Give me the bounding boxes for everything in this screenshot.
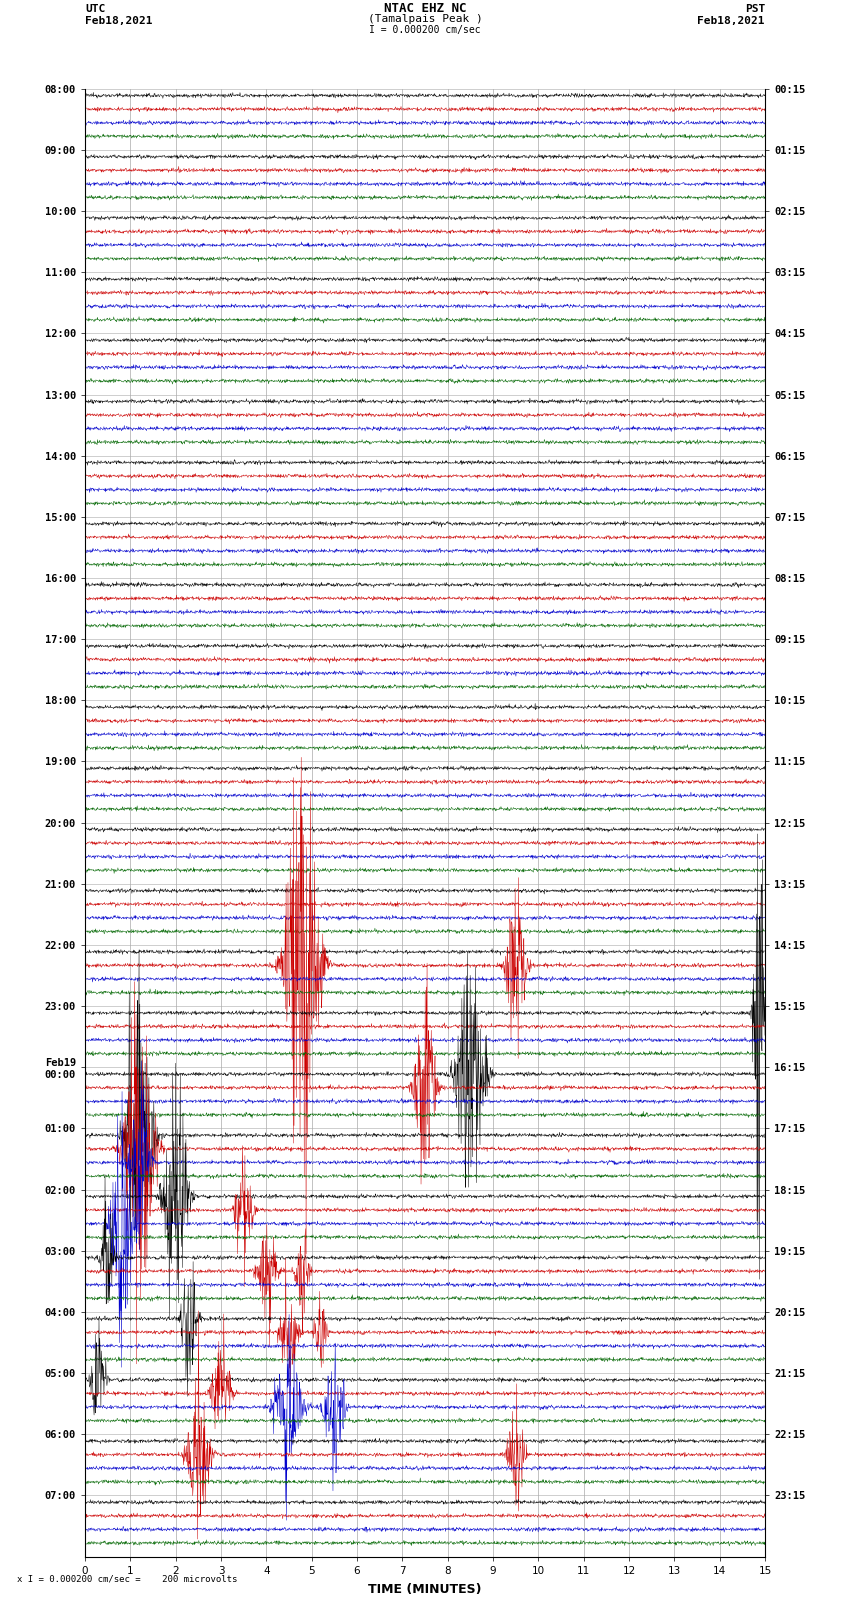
Text: NTAC EHZ NC: NTAC EHZ NC — [383, 3, 467, 16]
Text: I = 0.000200 cm/sec: I = 0.000200 cm/sec — [369, 24, 481, 35]
Text: (Tamalpais Peak ): (Tamalpais Peak ) — [367, 13, 483, 24]
Text: Feb18,2021: Feb18,2021 — [85, 16, 152, 26]
Text: PST: PST — [745, 5, 765, 15]
Text: Feb18,2021: Feb18,2021 — [698, 16, 765, 26]
Text: UTC: UTC — [85, 5, 105, 15]
Text: x I = 0.000200 cm/sec =    200 microvolts: x I = 0.000200 cm/sec = 200 microvolts — [17, 1574, 237, 1584]
X-axis label: TIME (MINUTES): TIME (MINUTES) — [368, 1582, 482, 1595]
